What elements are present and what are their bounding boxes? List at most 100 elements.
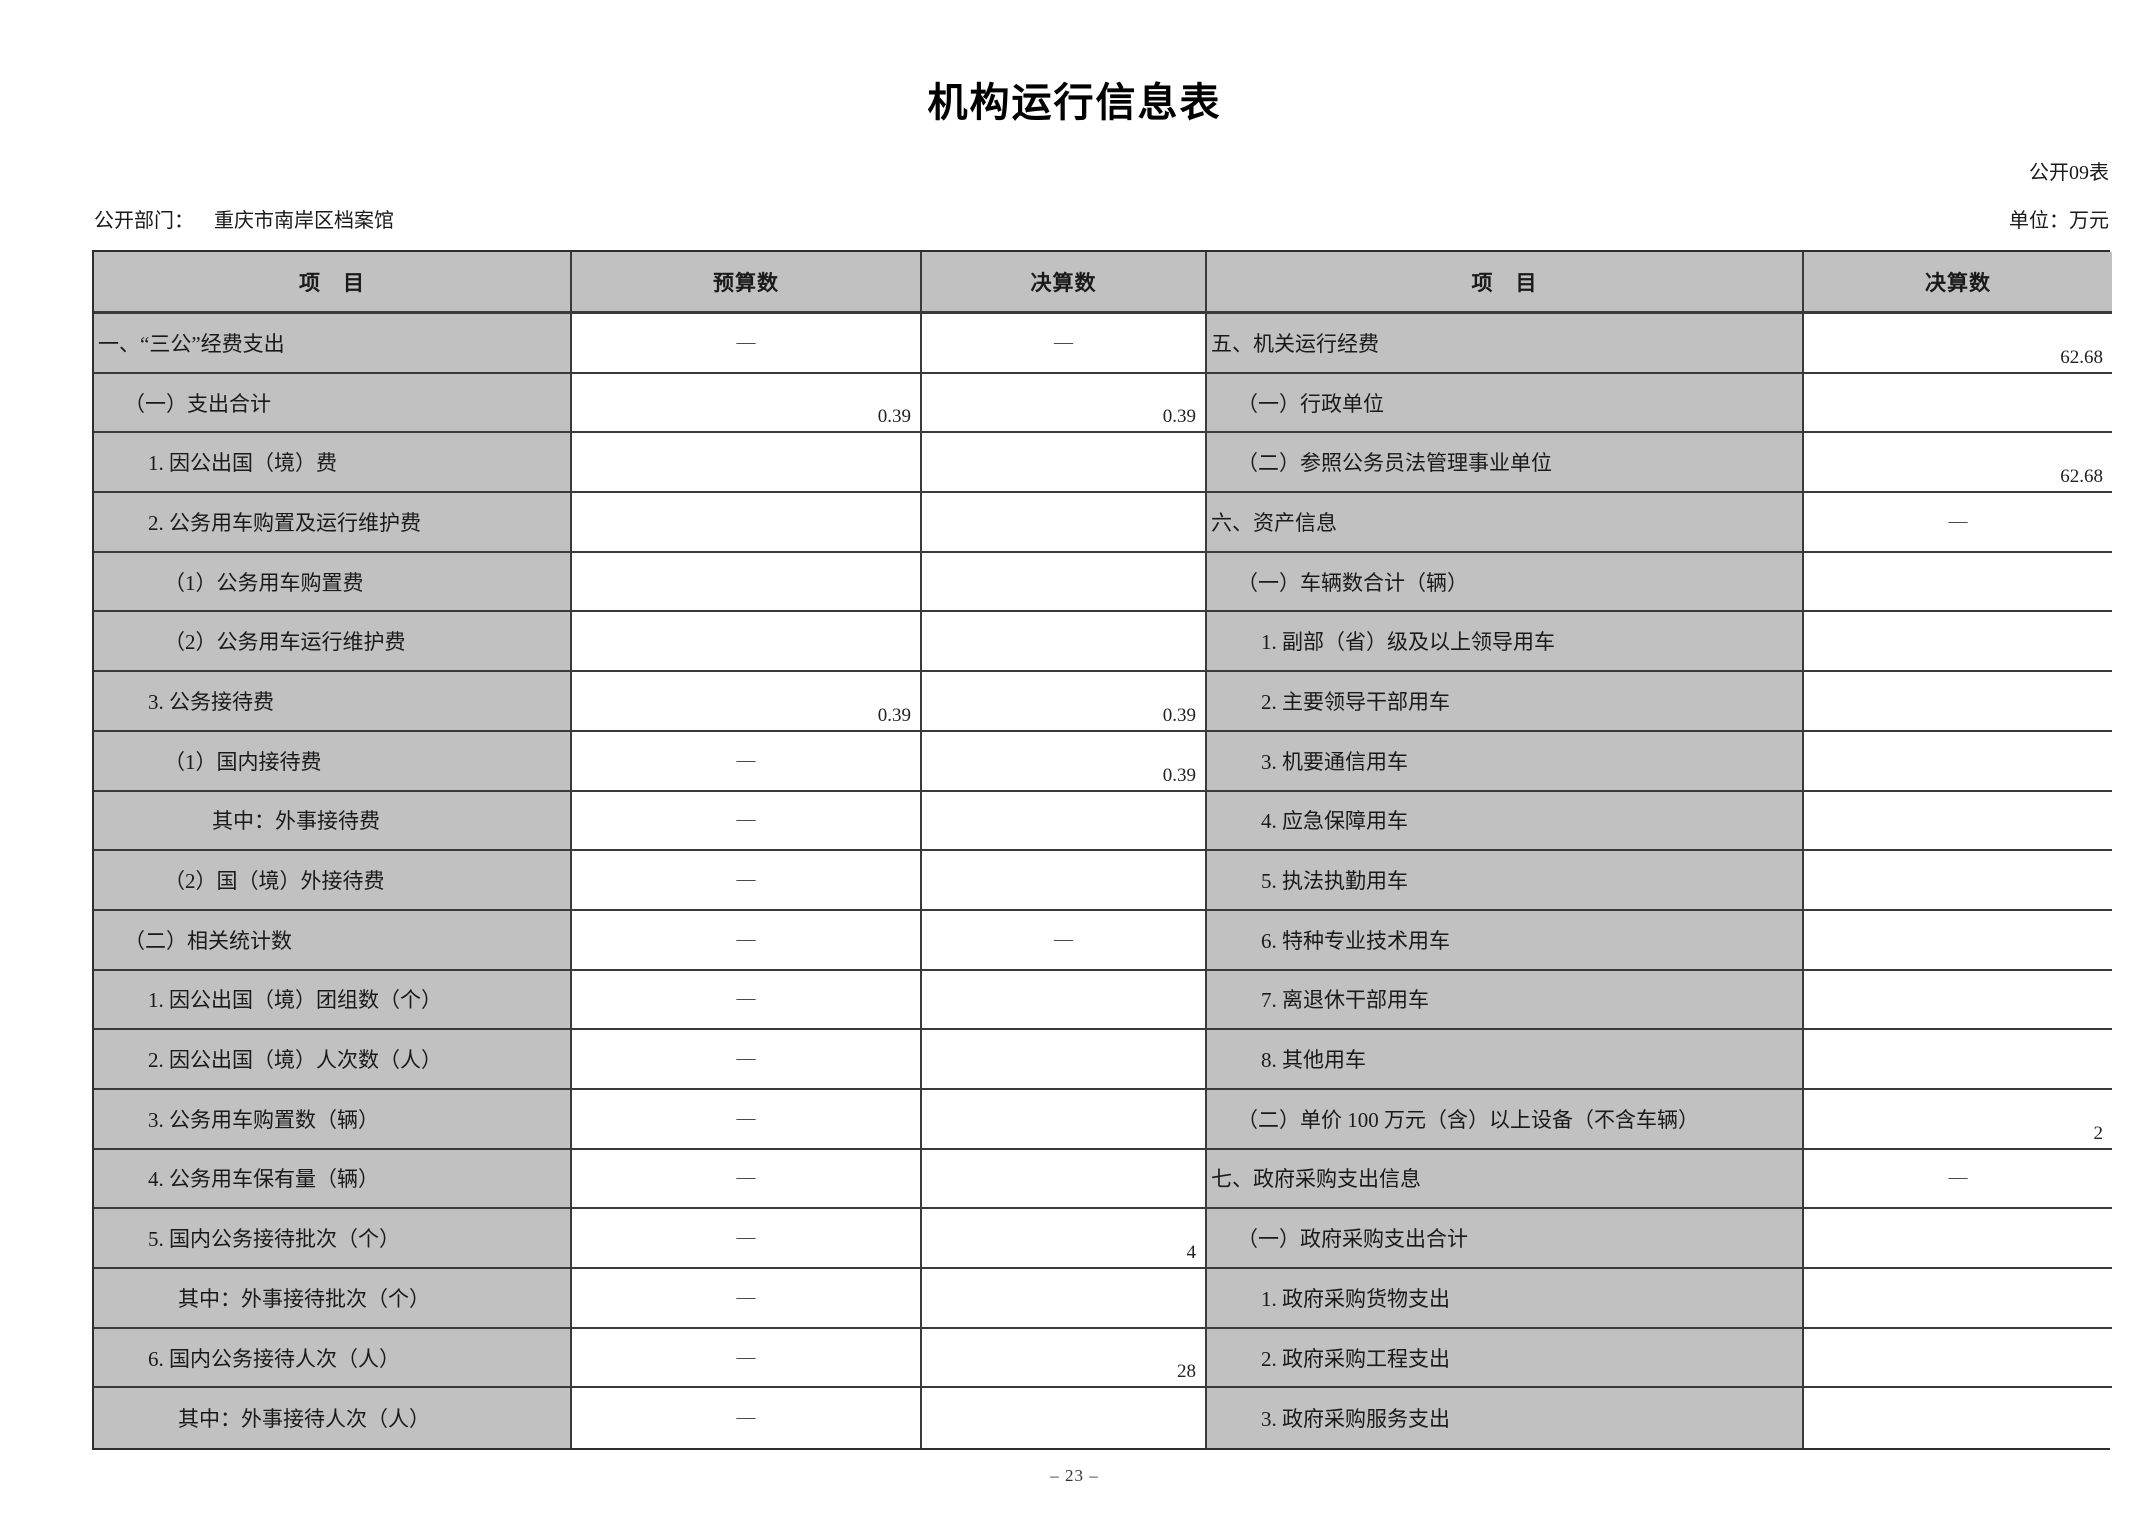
- row-label-right: 六、资产信息: [1207, 493, 1804, 553]
- row-label-left: 4. 公务用车保有量（辆）: [94, 1149, 572, 1210]
- page-title: 机构运行信息表: [927, 81, 1222, 125]
- row-label-right: 3. 政府采购服务支出: [1207, 1388, 1804, 1449]
- department-value: 重庆市南岸区档案馆: [214, 210, 394, 232]
- cell-final-right: [1804, 672, 2112, 732]
- row-label-right: 3. 机要通信用车: [1207, 731, 1804, 792]
- row-label-left: 其中：外事接待人次（人）: [94, 1388, 572, 1449]
- row-label-right: 2. 主要领导干部用车: [1207, 672, 1804, 732]
- row-label-left: （二）相关统计数: [94, 910, 572, 971]
- row-label-left: （2）国（境）外接待费: [94, 851, 572, 911]
- row-label-left: 3. 公务接待费: [94, 672, 572, 732]
- table-code: 公开09表: [2029, 162, 2109, 184]
- cell-budget: —: [572, 851, 922, 911]
- row-label-right: （二）单价 100 万元（含）以上设备（不含车辆）: [1207, 1089, 1804, 1150]
- cell-final-left: [922, 970, 1207, 1031]
- cell-final-right: [1804, 791, 2112, 852]
- row-label-left: 一、“三公”经费支出: [94, 314, 572, 374]
- cell-budget: —: [572, 1269, 922, 1329]
- cell-final-left: [922, 851, 1207, 911]
- cell-budget: —: [572, 910, 922, 971]
- cell-final-right: [1804, 910, 2112, 971]
- row-label-right: 5. 执法执勤用车: [1207, 851, 1804, 911]
- cell-budget: [572, 612, 922, 673]
- department-line: 公开部门： 重庆市南岸区档案馆: [94, 204, 394, 233]
- cell-budget: [572, 552, 922, 613]
- cell-final-left: [922, 493, 1207, 553]
- cell-budget: —: [572, 1328, 922, 1389]
- cell-final-right: [1804, 1269, 2112, 1329]
- cell-final-right: —: [1804, 493, 2112, 553]
- row-label-right: 8. 其他用车: [1207, 1030, 1804, 1090]
- cell-final-left: [922, 612, 1207, 673]
- cell-final-left: [922, 1089, 1207, 1150]
- row-label-right: 2. 政府采购工程支出: [1207, 1328, 1804, 1389]
- row-label-right: 4. 应急保障用车: [1207, 791, 1804, 852]
- cell-final-right: [1804, 373, 2112, 434]
- row-label-right: （二）参照公务员法管理事业单位: [1207, 433, 1804, 494]
- cell-budget: [572, 493, 922, 553]
- cell-final-left: 0.39: [922, 672, 1207, 732]
- row-label-right: 七、政府采购支出信息: [1207, 1149, 1804, 1210]
- cell-final-right: [1804, 1328, 2112, 1389]
- cell-budget: —: [572, 970, 922, 1031]
- header-final-right: 决算数: [1804, 252, 2112, 314]
- cell-final-left: 28: [922, 1328, 1207, 1389]
- cell-budget: —: [572, 1089, 922, 1150]
- row-label-right: 五、机关运行经费: [1207, 314, 1804, 374]
- cell-final-right: [1804, 1209, 2112, 1269]
- cell-final-right: [1804, 851, 2112, 911]
- row-label-left: 3. 公务用车购置数（辆）: [94, 1089, 572, 1150]
- cell-final-right: [1804, 552, 2112, 613]
- row-label-right: （一）车辆数合计（辆）: [1207, 552, 1804, 613]
- cell-budget: —: [572, 314, 922, 374]
- unit-label: 单位：万元: [2009, 210, 2109, 232]
- page-number: – 23 –: [1050, 1466, 1099, 1485]
- cell-final-left: —: [922, 314, 1207, 374]
- row-label-right: 1. 副部（省）级及以上领导用车: [1207, 612, 1804, 673]
- cell-final-right: [1804, 1030, 2112, 1090]
- cell-budget: 0.39: [572, 672, 922, 732]
- cell-budget: —: [572, 1209, 922, 1269]
- row-label-right: （一）政府采购支出合计: [1207, 1209, 1804, 1269]
- meta-line: 公开部门： 重庆市南岸区档案馆 单位：万元: [94, 204, 2109, 233]
- cell-final-right: [1804, 1388, 2112, 1449]
- info-table: 项 目 预算数 决算数 项 目 决算数 一、“三公”经费支出 — — 五、机关运行经费…: [92, 250, 2112, 1451]
- row-label-right: 1. 政府采购货物支出: [1207, 1269, 1804, 1329]
- cell-budget: —: [572, 731, 922, 792]
- header-item-right: 项 目: [1207, 252, 1804, 314]
- cell-budget: 0.39: [572, 373, 922, 434]
- cell-final-left: [922, 552, 1207, 613]
- cell-budget: —: [572, 1030, 922, 1090]
- row-label-left: （一）支出合计: [94, 373, 572, 434]
- row-label-left: （2）公务用车运行维护费: [94, 612, 572, 673]
- cell-budget: —: [572, 791, 922, 852]
- cell-final-left: [922, 1030, 1207, 1090]
- cell-budget: —: [572, 1388, 922, 1449]
- row-label-left: （1）国内接待费: [94, 731, 572, 792]
- row-label-left: 5. 国内公务接待批次（个）: [94, 1209, 572, 1269]
- cell-final-right: 62.68: [1804, 314, 2112, 374]
- cell-final-left: [922, 1269, 1207, 1329]
- row-label-right: （一）行政单位: [1207, 373, 1804, 434]
- row-label-left: 其中：外事接待费: [94, 791, 572, 852]
- cell-final-left: 0.39: [922, 731, 1207, 792]
- row-label-right: 7. 离退休干部用车: [1207, 970, 1804, 1031]
- row-label-left: 1. 因公出国（境）团组数（个）: [94, 970, 572, 1031]
- cell-final-left: 4: [922, 1209, 1207, 1269]
- header-item-left: 项 目: [94, 252, 572, 314]
- cell-final-right: [1804, 731, 2112, 792]
- row-label-right: 6. 特种专业技术用车: [1207, 910, 1804, 971]
- cell-final-left: [922, 791, 1207, 852]
- row-label-left: 2. 公务用车购置及运行维护费: [94, 493, 572, 553]
- department-label: 公开部门：: [94, 210, 194, 232]
- cell-final-left: [922, 1388, 1207, 1449]
- cell-final-left: [922, 433, 1207, 494]
- cell-final-right: —: [1804, 1149, 2112, 1210]
- cell-final-right: [1804, 612, 2112, 673]
- cell-final-left: 0.39: [922, 373, 1207, 434]
- header-final-left: 决算数: [922, 252, 1207, 314]
- cell-final-right: 2: [1804, 1089, 2112, 1150]
- cell-budget: —: [572, 1149, 922, 1210]
- row-label-left: 2. 因公出国（境）人次数（人）: [94, 1030, 572, 1090]
